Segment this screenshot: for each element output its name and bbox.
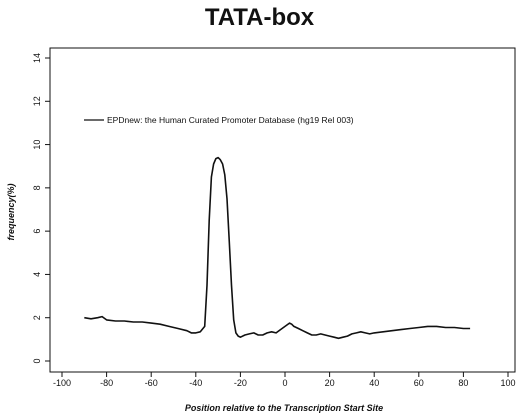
x-tick-label: 80 — [458, 378, 468, 388]
x-tick-label: -20 — [234, 378, 247, 388]
y-tick-label: 6 — [32, 229, 42, 234]
y-tick-label: 10 — [32, 140, 42, 150]
y-tick-label: 12 — [32, 96, 42, 106]
x-tick-label: -60 — [145, 378, 158, 388]
x-axis: -100 -80 -60 -40 -20 0 20 40 60 80 100 — [53, 372, 516, 388]
series-layer — [84, 156, 471, 340]
y-tick-label: 2 — [32, 315, 42, 320]
legend-label: EPDnew: the Human Curated Promoter Datab… — [107, 115, 354, 125]
y-tick-label: 4 — [32, 272, 42, 277]
x-tick-label: 40 — [369, 378, 379, 388]
x-tick-label: 60 — [414, 378, 424, 388]
plot-frame — [49, 47, 516, 373]
y-tick-label: 0 — [32, 358, 42, 363]
legend: EPDnew: the Human Curated Promoter Datab… — [84, 115, 354, 125]
x-tick-label: -40 — [189, 378, 202, 388]
chart-title: TATA-box — [204, 4, 315, 31]
y-axis: 0 2 4 6 8 10 12 14 — [32, 53, 50, 364]
y-tick-label: 8 — [32, 185, 42, 190]
series-line-0 — [84, 156, 471, 340]
x-tick-label: 20 — [325, 378, 335, 388]
x-tick-label: -80 — [100, 378, 113, 388]
y-tick-label: 14 — [32, 53, 42, 63]
y-axis-title: frequency(%) — [6, 183, 16, 240]
x-tick-label: 0 — [282, 378, 287, 388]
x-tick-label: -100 — [53, 378, 71, 388]
x-tick-label: 100 — [500, 378, 515, 388]
x-axis-title: Position relative to the Transcription S… — [185, 403, 383, 413]
